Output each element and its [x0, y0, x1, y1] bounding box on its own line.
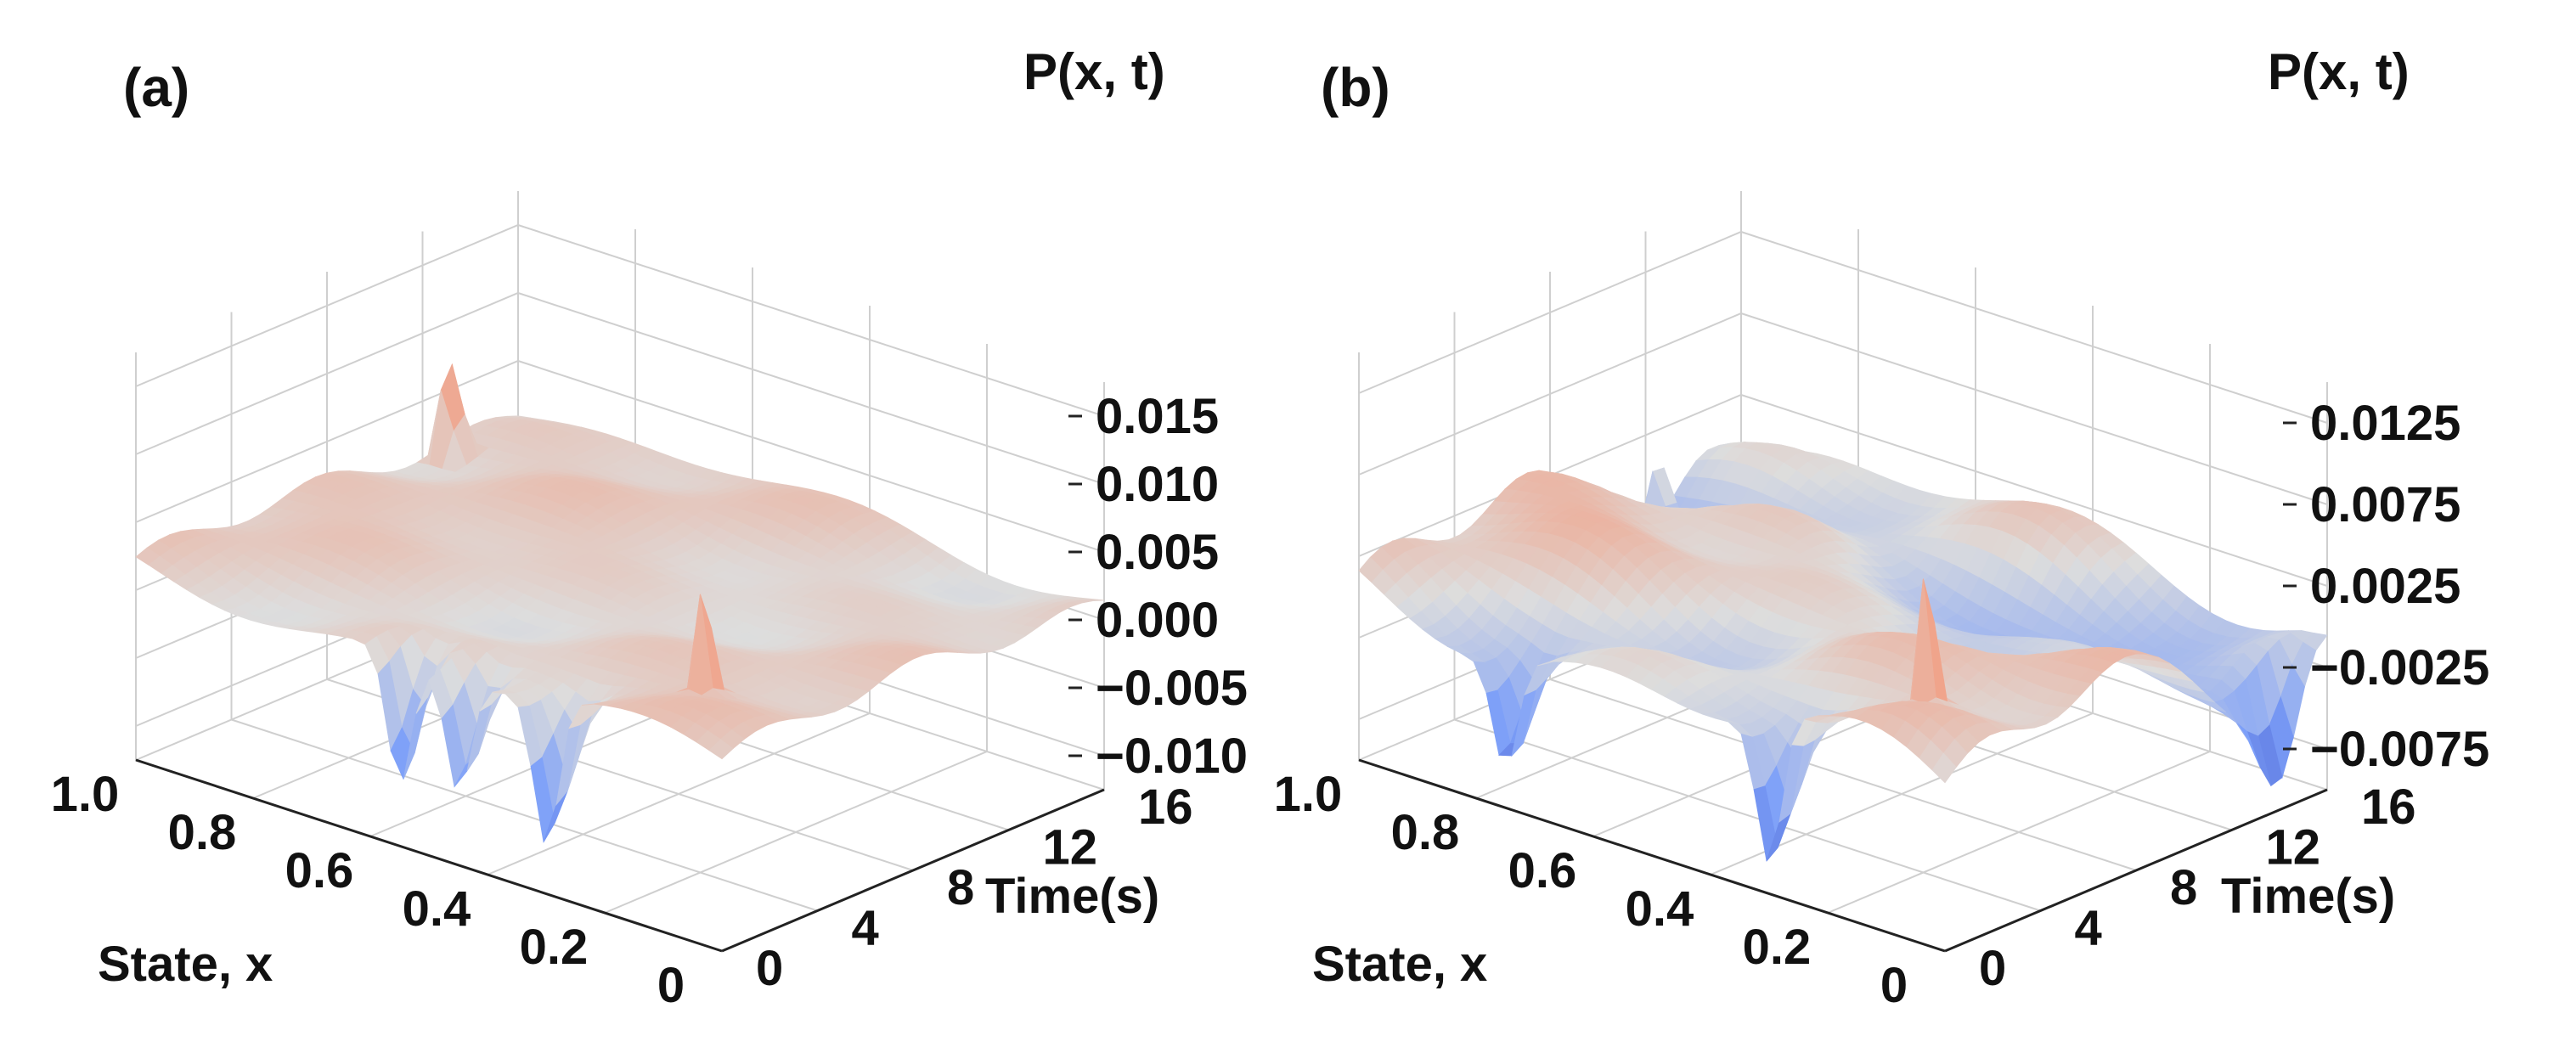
x-tick-label: 0.8	[1391, 805, 1460, 860]
y-tick-label: 16	[2361, 780, 2416, 835]
y-tick-label: 8	[947, 860, 974, 915]
grid-line-z	[135, 291, 1105, 485]
y-tick-label: 0	[756, 941, 783, 996]
y-axis-title: Time(s)	[985, 869, 1159, 924]
y-tick-label: 12	[2266, 820, 2321, 875]
y-axis-line	[721, 788, 1105, 953]
axes	[1358, 758, 2328, 953]
panel-a: (a) P(x, t) State, x Time(s) 1.0 0.8 0.6 0.…	[51, 43, 1248, 1013]
x-tick-label: 1.0	[1274, 767, 1343, 822]
z-tick-label: −0.005	[1096, 661, 1248, 716]
z-tick-label: −0.010	[1096, 729, 1248, 784]
y-tick-label: 12	[1043, 820, 1098, 875]
x-axis-line	[135, 758, 723, 953]
x-tick-label: 0.6	[285, 843, 354, 898]
panel-label: (a)	[123, 57, 189, 118]
grid-line-z	[135, 223, 1105, 417]
z-tick-label: 0.0075	[2310, 477, 2460, 532]
grid-line-z	[135, 359, 1105, 553]
grid-line-y	[230, 312, 818, 912]
z-tick-label: −0.0075	[2310, 722, 2489, 777]
x-tick-label: 0.2	[1743, 920, 1812, 975]
x-tick-label: 0.6	[1508, 843, 1577, 898]
y-tick-label: 8	[2170, 860, 2197, 915]
y-axis-title: Time(s)	[2221, 869, 2395, 924]
x-tick-label: 0	[1880, 958, 1908, 1013]
y-axis-line	[1944, 788, 2328, 953]
axes	[135, 758, 1105, 953]
surface	[1358, 442, 2328, 862]
grid-line-z	[1358, 230, 2328, 424]
z-tick-label: 0.000	[1096, 593, 1219, 648]
x-tick-label: 0	[657, 958, 685, 1013]
z-tick-label: 0.0025	[2310, 559, 2460, 614]
y-tick-label: 4	[852, 901, 879, 956]
x-tick-label: 1.0	[51, 767, 120, 822]
grid-line-y	[1549, 272, 2137, 871]
panel-b: (b) P(x, t) State, x Time(s) 1.0 0.8 0.6 0.…	[1274, 43, 2490, 1013]
x-tick-label: 0.4	[403, 881, 471, 937]
x-axis-line	[1358, 758, 1946, 953]
tick-labels: 1.0 0.8 0.6 0.4 0.2 0 0 4 8 12 16 0.015 0.010 0.005 0.…	[51, 389, 1248, 1013]
grid-line-z	[1358, 393, 2328, 587]
z-tick-label: 0.010	[1096, 457, 1219, 512]
grid-line-y	[326, 272, 914, 871]
surface-patch	[1931, 752, 1957, 784]
x-axis-title: State, x	[1312, 937, 1487, 992]
x-tick-label: 0.8	[168, 805, 237, 860]
tick-labels: 1.0 0.8 0.6 0.4 0.2 0 0 4 8 12 16 0.0125 0.0075 0.002…	[1274, 396, 2490, 1013]
y-tick-label: 0	[1979, 941, 2006, 996]
z-tick-label: −0.0025	[2310, 640, 2489, 695]
x-axis-title: State, x	[98, 937, 273, 992]
grid-line-z	[1358, 312, 2328, 505]
z-tick-label: 0.015	[1096, 389, 1219, 444]
surface-patch	[708, 739, 734, 760]
y-tick-label: 16	[1138, 780, 1193, 835]
z-tick-label: 0.0125	[2310, 396, 2460, 451]
surface	[135, 363, 1105, 843]
x-tick-label: 0.2	[520, 920, 589, 975]
x-tick-label: 0.4	[1626, 881, 1694, 937]
z-axis-title: P(x, t)	[1023, 43, 1165, 100]
z-axis-title: P(x, t)	[2268, 43, 2410, 100]
panel-label: (b)	[1321, 57, 1390, 118]
y-tick-label: 4	[2075, 901, 2102, 956]
grid-line-y	[1453, 312, 2041, 912]
z-tick-label: 0.005	[1096, 525, 1219, 580]
